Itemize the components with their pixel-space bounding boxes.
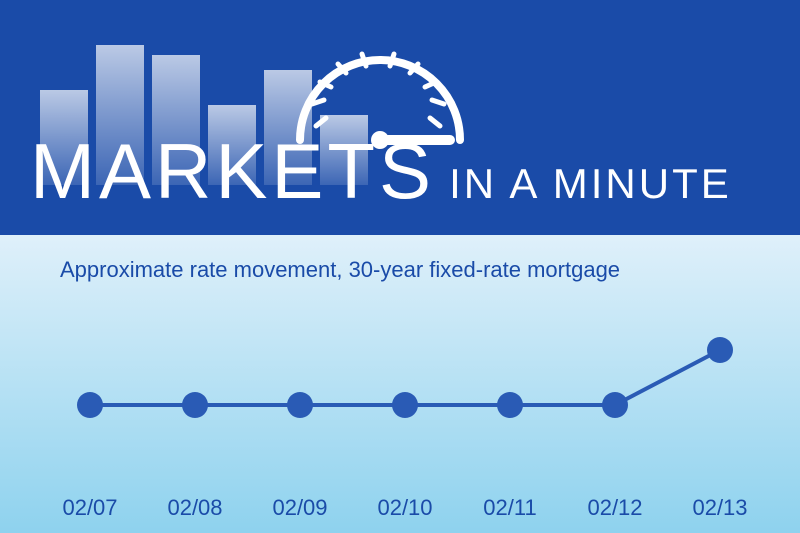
title-main: MARKETS (30, 126, 435, 217)
header-banner: MARKETS IN A MINUTE (0, 0, 800, 235)
title-sub: IN A MINUTE (449, 160, 732, 208)
x-axis-label: 02/11 (483, 495, 536, 521)
chart-point (182, 392, 208, 418)
x-axis-label: 02/07 (62, 495, 117, 521)
rate-line-chart (0, 305, 800, 465)
chart-point (497, 392, 523, 418)
chart-point (707, 337, 733, 363)
chart-point (602, 392, 628, 418)
x-axis-label: 02/13 (692, 495, 747, 521)
x-axis-label: 02/09 (272, 495, 327, 521)
x-axis-label: 02/08 (167, 495, 222, 521)
chart-point (287, 392, 313, 418)
chart-subtitle: Approximate rate movement, 30-year fixed… (60, 257, 620, 283)
chart-point (77, 392, 103, 418)
chart-point (392, 392, 418, 418)
chart-panel: Approximate rate movement, 30-year fixed… (0, 235, 800, 533)
x-axis-label: 02/10 (377, 495, 432, 521)
x-axis-label: 02/12 (587, 495, 642, 521)
header-title: MARKETS IN A MINUTE (30, 126, 770, 217)
